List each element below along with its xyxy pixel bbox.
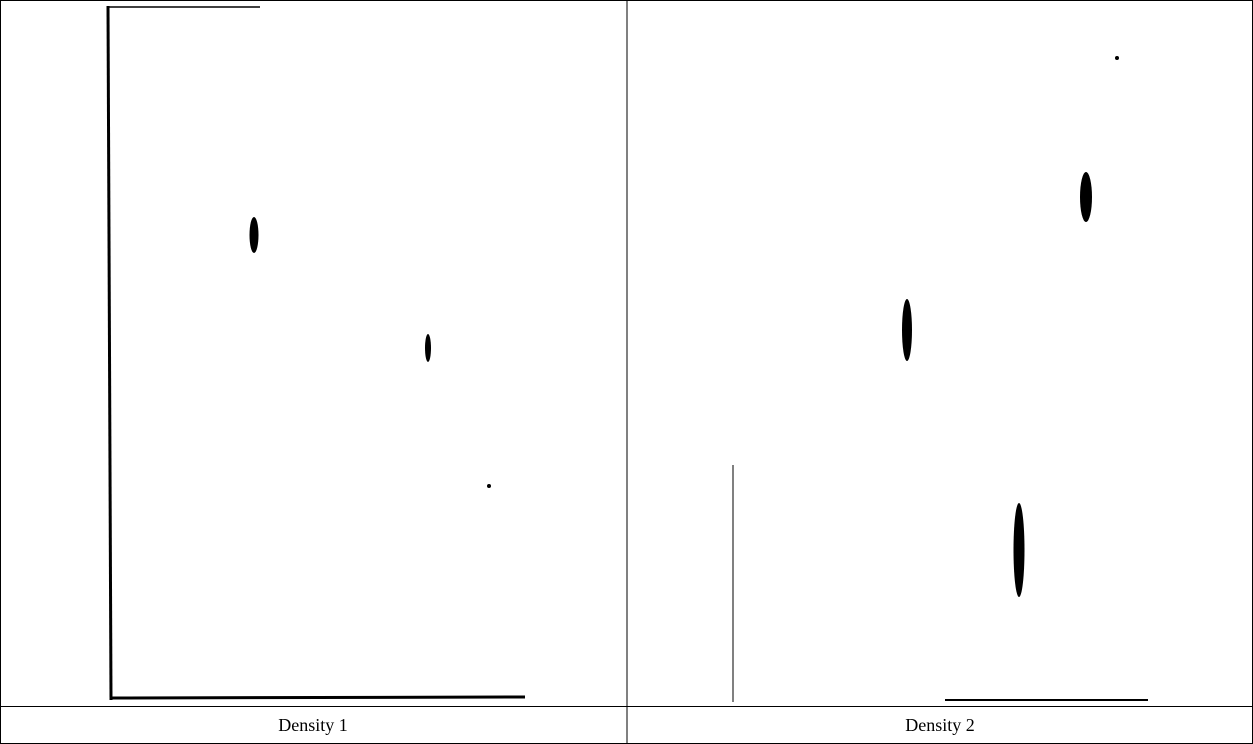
- spot: [1115, 56, 1119, 60]
- spot: [902, 299, 912, 361]
- spot: [487, 484, 491, 488]
- spot: [1014, 503, 1025, 597]
- scan-image-1: [108, 6, 525, 700]
- figure-table: Density 1 Density 2: [0, 0, 1253, 744]
- scan-axis: [108, 6, 111, 700]
- caption: Density 2: [905, 715, 975, 735]
- caption: Density 1: [278, 715, 348, 735]
- spot: [425, 334, 431, 362]
- page: {"table": {"captions": ["Density 1", "De…: [0, 0, 1253, 744]
- scan-axis: [112, 697, 525, 698]
- spot: [1080, 172, 1092, 222]
- spot: [250, 217, 259, 253]
- scan-image-2: [733, 56, 1148, 702]
